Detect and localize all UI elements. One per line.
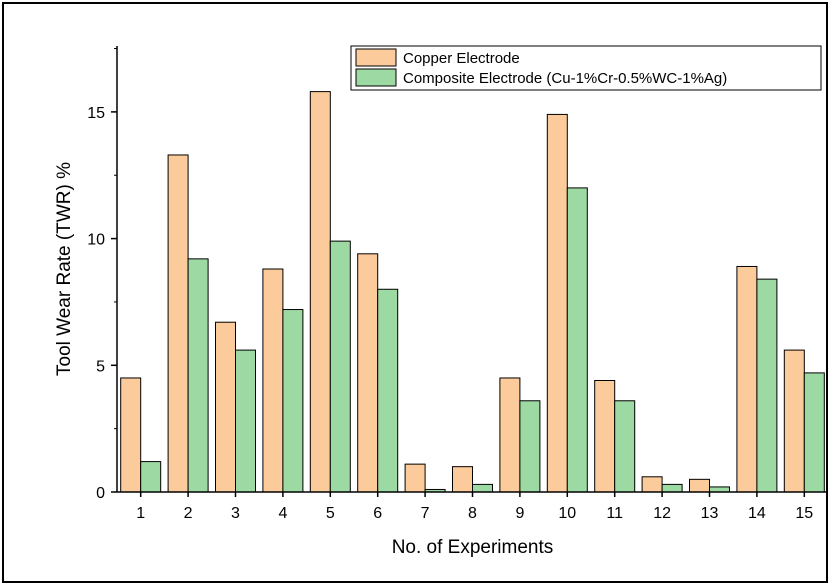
- bar-composite-exp-5: [329, 240, 351, 493]
- y-tick-label: 0: [96, 485, 105, 502]
- bar-composite-exp-11: [614, 400, 636, 493]
- y-tick-label: 10: [87, 232, 105, 249]
- bar-composite-exp-12: [661, 483, 683, 493]
- x-tick-label-13: 13: [701, 505, 719, 522]
- x-tick-label-1: 1: [136, 505, 145, 522]
- x-tick-label-3: 3: [231, 505, 240, 522]
- x-tick-label-7: 7: [421, 505, 430, 522]
- bar-composite-exp-1: [140, 461, 162, 493]
- bar-copper-exp-7: [404, 463, 426, 493]
- bar-composite-exp-6: [377, 288, 399, 493]
- bar-copper-exp-1: [120, 377, 142, 493]
- x-tick-label-14: 14: [748, 505, 766, 522]
- x-axis-title: No. of Experiments: [392, 537, 554, 558]
- bar-copper-exp-12: [641, 476, 663, 493]
- y-tick-label: 5: [96, 358, 105, 375]
- bar-copper-exp-11: [594, 380, 616, 493]
- legend-label-composite: Composite Electrode (Cu-1%Cr-0.5%WC-1%Ag…: [403, 70, 727, 87]
- legend-swatch-copper: [355, 48, 397, 67]
- bars-layer: [120, 91, 825, 493]
- bar-composite-exp-13: [709, 486, 730, 493]
- x-tick-label-11: 11: [606, 505, 623, 522]
- x-tick-label-6: 6: [373, 505, 382, 522]
- bar-copper-exp-3: [215, 321, 236, 493]
- bar-composite-exp-3: [235, 349, 256, 493]
- bar-copper-exp-14: [736, 265, 758, 493]
- x-tick-label-12: 12: [653, 505, 671, 522]
- bar-composite-exp-2: [187, 258, 209, 493]
- bar-copper-exp-15: [783, 349, 805, 493]
- bar-composite-exp-15: [803, 372, 825, 493]
- legend: Copper Electrode Composite Electrode (Cu-…: [350, 45, 822, 91]
- legend-label-copper: Copper Electrode: [403, 50, 520, 67]
- bar-copper-exp-4: [262, 268, 284, 493]
- y-axis-title: Tool Wear Rate (TWR) %: [54, 162, 75, 376]
- legend-swatch-composite: [355, 68, 397, 87]
- bar-composite-exp-4: [282, 309, 304, 493]
- bar-copper-exp-9: [499, 377, 521, 493]
- y-tick-label: 15: [87, 105, 105, 122]
- x-tick-label-2: 2: [184, 505, 193, 522]
- bar-composite-exp-8: [472, 483, 493, 493]
- bar-composite-exp-9: [519, 400, 541, 493]
- legend-box: [350, 45, 822, 91]
- bar-copper-exp-2: [167, 154, 189, 493]
- bar-copper-exp-8: [452, 466, 473, 493]
- bar-copper-exp-13: [689, 478, 710, 493]
- bar-copper-exp-5: [309, 91, 331, 493]
- bar-copper-exp-6: [357, 253, 379, 493]
- x-tick-label-10: 10: [558, 505, 576, 522]
- x-tick-label-5: 5: [326, 505, 335, 522]
- bar-copper-exp-10: [546, 113, 568, 493]
- x-tick-label-4: 4: [278, 505, 287, 522]
- x-tick-label-9: 9: [515, 505, 524, 522]
- x-tick-label-15: 15: [795, 505, 813, 522]
- bar-composite-exp-10: [566, 187, 588, 493]
- y-ticks: 0 5 10 15: [87, 48, 117, 502]
- bar-composite-exp-14: [756, 278, 778, 493]
- x-ticks: 1 2 3 4 5 6 7 8 9 10 11 12 13 14 15: [136, 492, 813, 522]
- x-tick-label-8: 8: [468, 505, 477, 522]
